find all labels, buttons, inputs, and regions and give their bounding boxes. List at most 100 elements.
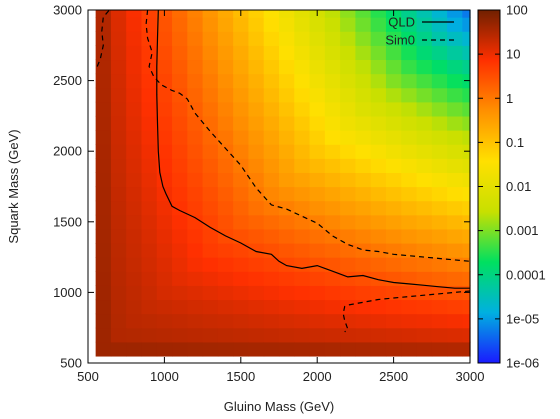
heatmap-cell [110, 228, 127, 244]
heatmap-cell [110, 17, 127, 32]
heatmap-cell [309, 242, 326, 258]
heatmap-cell [187, 115, 204, 131]
heatmap-cell [431, 158, 448, 173]
heatmap-cell [217, 10, 234, 18]
heatmap-cell [309, 73, 326, 89]
heatmap-cell [385, 17, 402, 32]
heatmap-cell [279, 228, 295, 244]
heatmap-cell [401, 271, 418, 286]
heatmap-cell [141, 158, 158, 173]
heatmap-cell [431, 144, 448, 159]
heatmap-cell [447, 158, 463, 173]
heatmap-cell [324, 172, 341, 188]
heatmap-cell [187, 186, 204, 202]
heatmap-cell [217, 144, 234, 159]
colorbar-tick-label: 1 [506, 91, 513, 106]
heatmap-cell [110, 271, 127, 286]
heatmap-cell [141, 130, 158, 145]
heatmap-cell [385, 285, 402, 301]
heatmap-cell [263, 10, 280, 18]
heatmap-cell [110, 101, 127, 117]
heatmap-cell [95, 17, 112, 32]
heatmap-cell [416, 130, 433, 145]
heatmap-cell [309, 257, 326, 272]
heatmap-cell [462, 87, 471, 103]
heatmap-cell [172, 285, 188, 301]
legend-label-sim0: Sim0 [385, 33, 415, 48]
heatmap-cell [233, 341, 250, 357]
heatmap-cell [202, 242, 219, 258]
heatmap-cell [324, 17, 341, 32]
heatmap-cell [370, 228, 387, 244]
heatmap-cell [95, 228, 112, 244]
heatmap-cell [416, 285, 433, 301]
heatmap-cell [416, 10, 433, 18]
heatmap-cell [95, 115, 112, 131]
heatmap-cell [431, 10, 448, 18]
heatmap-cell [416, 115, 433, 131]
heatmap-cell [340, 31, 356, 46]
heatmap-cell [126, 17, 143, 32]
heatmap-cell [340, 10, 356, 18]
heatmap-cell [324, 242, 341, 258]
heatmap-cell [340, 214, 356, 230]
heatmap-cell [95, 10, 112, 18]
heatmap-cell [248, 242, 265, 258]
heatmap-cell [141, 144, 158, 159]
heatmap-cell [416, 45, 433, 61]
heatmap-cell [202, 158, 219, 173]
heatmap-cell [279, 271, 295, 286]
heatmap-cell [156, 130, 173, 145]
heatmap-cell [141, 31, 158, 46]
y-tick-label: 2500 [53, 73, 82, 88]
heatmap-cell [202, 101, 219, 117]
heatmap-cell [309, 172, 326, 188]
heatmap-cell [233, 257, 250, 272]
colorbar-ticks: 100 10 1 0.1 0.01 0.001 0.0001 1e-05 1e-06 [478, 3, 546, 371]
heatmap-cell [279, 31, 295, 46]
heatmap-cell [294, 10, 311, 18]
heatmap-cell [217, 158, 234, 173]
heatmap-cell [263, 45, 280, 61]
heatmap-cell [248, 87, 265, 103]
y-tick-label: 1500 [53, 214, 82, 229]
heatmap-cell [370, 271, 387, 286]
heatmap-cell [355, 59, 372, 75]
heatmap-cell [248, 271, 265, 286]
heatmap-cell [172, 172, 188, 188]
heatmap-cell [95, 257, 112, 272]
heatmap-cell [172, 115, 188, 131]
heatmap-cell [416, 214, 433, 230]
heatmap-cell [355, 101, 372, 117]
heatmap-cell [141, 73, 158, 89]
heatmap-cell [385, 87, 402, 103]
heatmap-cell [340, 285, 356, 301]
heatmap-cell [462, 101, 471, 117]
heatmap-cell [202, 200, 219, 216]
heatmap-cell [110, 313, 127, 329]
heatmap-cell [279, 341, 295, 357]
heatmap-cell [294, 17, 311, 32]
heatmap-cell [340, 17, 356, 32]
heatmap-cell [202, 257, 219, 272]
heatmap-cell [385, 214, 402, 230]
heatmap-cell [355, 10, 372, 18]
heatmap-cell [309, 200, 326, 216]
y-tick-label: 3000 [53, 3, 82, 18]
heatmap-cell [172, 73, 188, 89]
y-tick-label: 500 [60, 356, 82, 371]
heatmap-cell [156, 299, 173, 315]
heatmap-cell [294, 327, 311, 343]
heatmap-cell [187, 17, 204, 32]
heatmap-cell [156, 214, 173, 230]
heatmap-cell [279, 115, 295, 131]
heatmap-cell [172, 214, 188, 230]
heatmap-cell [324, 73, 341, 89]
heatmap-cell [431, 31, 448, 46]
x-axis-title: Gluino Mass (GeV) [224, 399, 335, 414]
heatmap-cell [172, 313, 188, 329]
heatmap-cell [385, 271, 402, 286]
heatmap-cell [309, 115, 326, 131]
heatmap-cell [294, 313, 311, 329]
heatmap-cell [141, 341, 158, 357]
